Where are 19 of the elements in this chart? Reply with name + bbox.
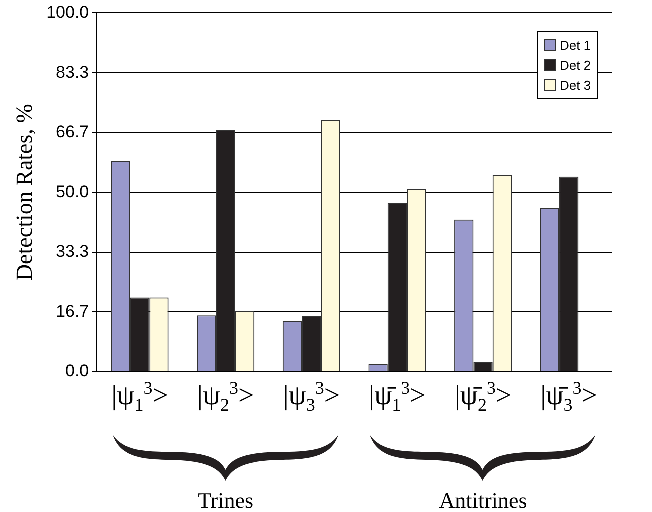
- text: Antitrines: [439, 488, 528, 512]
- y-tick-label: 33.3: [56, 242, 90, 262]
- legend-label: Det 3: [560, 78, 592, 93]
- text: Trines: [198, 488, 254, 512]
- legend-label: Det 2: [560, 58, 592, 73]
- y-tick-label: 0.0: [66, 362, 90, 381]
- x-tick-label: |ψ$_{1}$$^{3}$>: [112, 378, 168, 416]
- x-tick-label: |ψ̄$_{1}$$^{3}$>: [369, 378, 426, 416]
- y-tick-label: 16.7: [56, 302, 90, 321]
- x-tick-label: |ψ̄$_{3}$$^{3}$>: [540, 378, 598, 416]
- y-tick-label: 83.3: [56, 62, 90, 82]
- y-tick-label: 66.7: [56, 122, 90, 142]
- legend-label: Det 1: [560, 38, 592, 53]
- x-tick-label: |ψ̄$_{2}$$^{3}$>: [454, 378, 512, 416]
- y-axis-title: Detection Rates, %: [12, 104, 37, 282]
- y-tick-label: 50.0: [56, 182, 90, 202]
- x-tick-label: |ψ$_{2}$$^{3}$>: [197, 378, 254, 416]
- x-tick-label: |ψ$_{3}$$^{3}$>: [283, 378, 340, 416]
- y-tick-label: 100.0: [46, 2, 90, 22]
